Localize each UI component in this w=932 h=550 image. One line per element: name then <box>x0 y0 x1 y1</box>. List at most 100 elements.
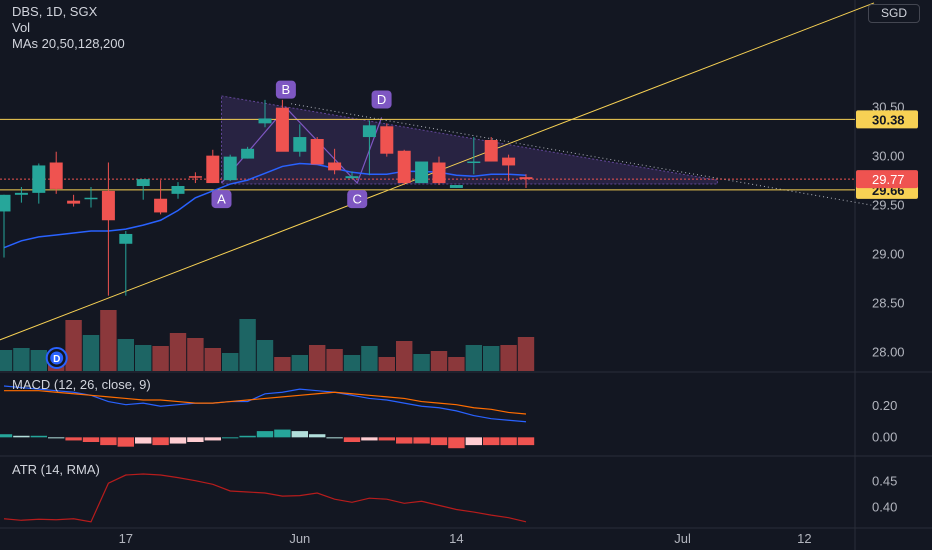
time-tick-label: 12 <box>797 531 811 546</box>
volume-bar <box>169 333 187 371</box>
candle-body <box>136 179 150 186</box>
macd-histogram-bar <box>378 437 395 441</box>
candle-body <box>502 157 516 166</box>
dividend-marker-icon <box>50 351 64 365</box>
dividend-marker-label: D <box>53 354 60 365</box>
candle-body <box>484 139 498 162</box>
macd-histogram-bar <box>256 431 274 438</box>
volume-bar <box>517 337 535 371</box>
atr-tick-label: 0.40 <box>872 499 897 514</box>
pattern-point-badge <box>211 190 232 209</box>
current-price-label: 29.77 <box>872 172 905 187</box>
level-badge <box>856 110 918 129</box>
macd-histogram-bar <box>465 437 482 446</box>
candle-body <box>362 125 376 138</box>
volume-bar <box>187 338 204 371</box>
macd-tick-label: 0.20 <box>872 398 897 413</box>
pattern-point-label: C <box>353 192 362 207</box>
candle-body <box>275 107 289 152</box>
pattern-point-label: B <box>282 82 291 97</box>
pattern-point-badge <box>347 190 368 209</box>
macd-histogram-bar <box>430 437 448 446</box>
candle-body <box>206 155 220 184</box>
volume-bar <box>82 335 100 371</box>
candle-body <box>32 165 46 193</box>
volume-bar <box>413 354 430 371</box>
candle-body <box>67 200 81 204</box>
macd-histogram-bar <box>448 437 465 449</box>
volume-bar <box>135 345 152 371</box>
volume-bars: D <box>0 310 535 371</box>
macd-histogram-bar <box>291 431 308 438</box>
triangle-fill <box>221 95 718 185</box>
candle-body <box>449 185 463 188</box>
pattern-point-badge <box>275 80 296 99</box>
pattern-point-label: A <box>217 192 226 207</box>
candle-body <box>415 161 429 184</box>
macd-histogram-bar <box>413 437 430 444</box>
volume-bar <box>0 350 13 371</box>
macd-histogram-bar <box>517 437 535 446</box>
volume-bar <box>117 339 134 371</box>
macd-histogram-bar <box>204 437 221 441</box>
macd-histogram-bar <box>82 437 100 442</box>
volume-bar <box>430 351 448 371</box>
volume-bar <box>326 349 343 371</box>
candle-body <box>49 162 63 189</box>
pattern-labels: A B C D <box>211 80 392 209</box>
candle-body <box>258 118 272 124</box>
volume-bar <box>448 357 465 371</box>
symbol-line[interactable]: DBS, 1D, SGX <box>12 4 98 19</box>
volume-bar <box>152 346 169 371</box>
macd-histogram-bar <box>326 437 343 439</box>
atr-line <box>3 473 527 523</box>
candle-body <box>171 186 185 194</box>
candles <box>0 99 533 296</box>
price-tick-label: 28.50 <box>872 295 905 310</box>
macd-histogram-bar <box>274 429 291 438</box>
time-tick-label: 17 <box>119 531 133 546</box>
level-badge-label: 30.38 <box>872 112 905 127</box>
volume-bar <box>65 320 82 371</box>
volume-bar <box>291 355 308 371</box>
volume-bar <box>500 345 517 371</box>
volume-bar <box>396 341 413 371</box>
macd-histogram-bar <box>100 437 117 446</box>
macd-tick-label: 0.00 <box>872 429 897 444</box>
volume-bar <box>13 348 30 371</box>
volume-bar <box>343 355 361 371</box>
volume-bar <box>256 340 274 371</box>
candle-body <box>310 139 324 165</box>
currency-badge[interactable]: SGD <box>868 4 920 23</box>
macd-histogram-bar <box>239 435 256 438</box>
macd-histogram-bar <box>30 435 47 438</box>
macd-histogram-bar <box>135 437 152 444</box>
volume-label[interactable]: Vol <box>12 20 31 35</box>
macd-histogram-bar <box>500 437 517 446</box>
candle-body <box>293 137 307 152</box>
macd-histogram-bar <box>309 434 326 438</box>
macd-histogram-bar <box>187 437 204 442</box>
macd-histogram-bar <box>343 437 361 442</box>
macd-histogram-bar <box>117 437 134 447</box>
ma-label[interactable]: MAs 20,50,128,200 <box>12 36 125 51</box>
macd-histogram-bar <box>361 437 378 441</box>
candle-body <box>397 150 411 184</box>
pattern-point-label: D <box>377 92 386 107</box>
volume-bar <box>204 348 221 371</box>
time-tick-label: Jun <box>289 531 310 546</box>
price-tick-label: 29.00 <box>872 247 905 262</box>
macd-label[interactable]: MACD (12, 26, close, 9) <box>12 377 151 392</box>
volume-bar <box>222 353 239 371</box>
price-axis: 28.0028.5029.0029.5030.0030.500.000.200.… <box>856 100 918 514</box>
candle-body <box>345 176 359 179</box>
candle-body <box>380 126 394 154</box>
price-tick-label: 28.00 <box>872 344 905 359</box>
macd-histogram-bar <box>483 437 500 446</box>
candle-body <box>223 156 237 181</box>
atr-label[interactable]: ATR (14, RMA) <box>12 462 100 477</box>
macd-histogram-bar <box>0 434 13 438</box>
candle-body <box>328 162 342 171</box>
volume-bar <box>239 319 256 371</box>
